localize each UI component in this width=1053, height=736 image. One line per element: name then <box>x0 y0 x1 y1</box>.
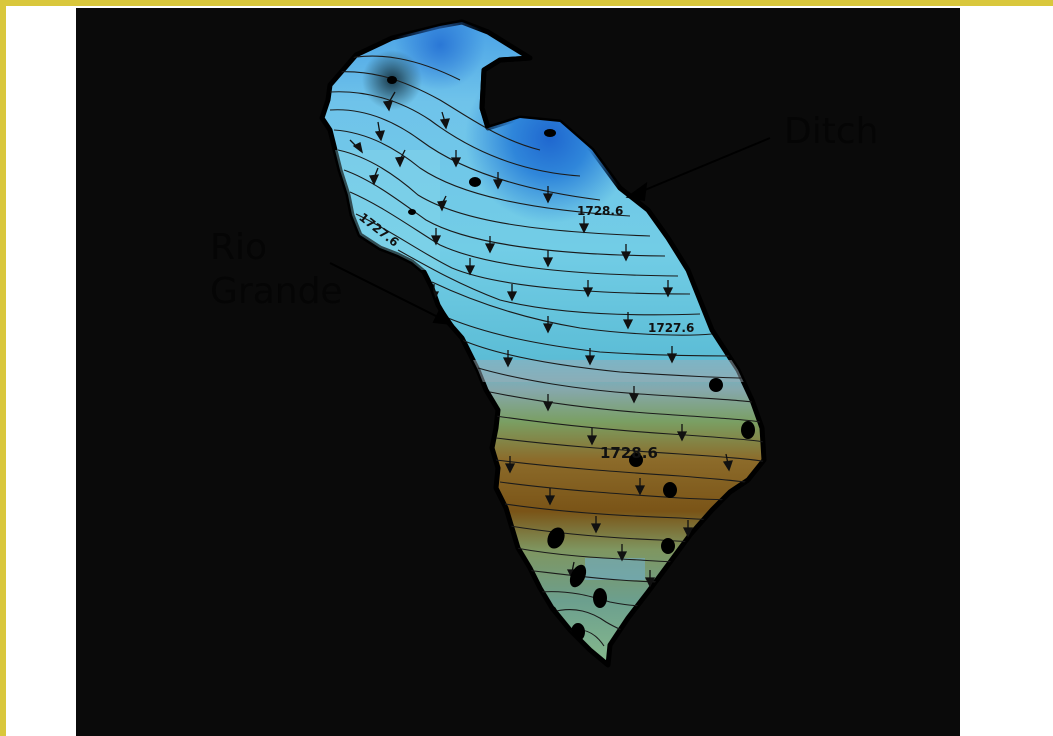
well-marker <box>741 421 755 439</box>
well-marker <box>387 76 397 84</box>
annotation-arrows <box>329 137 771 326</box>
well-marker <box>629 453 643 467</box>
flow-arrow <box>464 258 476 276</box>
flow-arrow <box>542 394 554 412</box>
flow-arrow <box>682 520 694 538</box>
flow-arrow <box>582 280 594 298</box>
flow-arrow <box>374 121 385 142</box>
flow-arrow <box>395 149 406 168</box>
flow-arrow <box>382 91 396 112</box>
flow-arrow <box>349 139 364 154</box>
flow-arrow <box>722 453 733 472</box>
flow-arrow <box>628 386 640 404</box>
flow-arrow <box>634 478 646 496</box>
flow-arrow <box>578 216 590 234</box>
flow-arrow <box>484 236 496 254</box>
flow-arrow <box>369 167 380 186</box>
flow-arrow <box>666 346 678 364</box>
flow-arrow <box>492 172 504 190</box>
flow-arrow <box>542 316 554 334</box>
flow-arrow <box>542 250 554 268</box>
flow-arrow <box>584 348 596 366</box>
rio-grande-label-line1: Rio <box>210 227 268 268</box>
well-marker <box>408 209 416 215</box>
flow-arrow <box>542 186 554 204</box>
map-canvas: 1727.6 1728.6 1727.6 1728.6 <box>319 19 771 668</box>
flow-arrow <box>439 111 450 130</box>
contour-label: 1727.6 <box>648 321 694 335</box>
rio-grande-label-line2: Grande <box>210 271 343 312</box>
notch-outline <box>479 55 531 129</box>
flow-arrow <box>676 424 688 442</box>
well-marker <box>663 482 677 498</box>
well-marker <box>661 538 675 554</box>
flow-arrow <box>620 244 632 262</box>
well-marker <box>469 177 481 187</box>
flow-arrow <box>437 195 448 212</box>
flow-arrow <box>544 488 556 506</box>
well-marker <box>547 527 565 549</box>
flow-arrow <box>586 428 598 446</box>
well-marker <box>569 564 587 588</box>
flow-arrow <box>450 150 462 168</box>
flow-arrow <box>430 228 442 246</box>
flow-arrow <box>662 280 674 298</box>
flow-arrow <box>622 312 634 330</box>
well-marker <box>544 129 556 137</box>
flow-arrow <box>590 516 602 534</box>
ditch-label: Ditch <box>784 111 879 152</box>
flow-arrow <box>616 544 628 562</box>
contour-label: 1728.6 <box>577 204 623 218</box>
well-marker <box>593 588 607 608</box>
flow-arrow <box>504 456 516 474</box>
well-marker <box>709 378 723 392</box>
groundwater-contour-map: 1727.6 1728.6 1727.6 1728.6 <box>76 8 960 736</box>
flow-arrow <box>644 570 656 588</box>
flow-arrow <box>506 284 518 302</box>
flow-arrows <box>349 91 733 588</box>
flow-arrow <box>502 350 514 368</box>
contour-label: 1728.6 <box>600 444 658 462</box>
